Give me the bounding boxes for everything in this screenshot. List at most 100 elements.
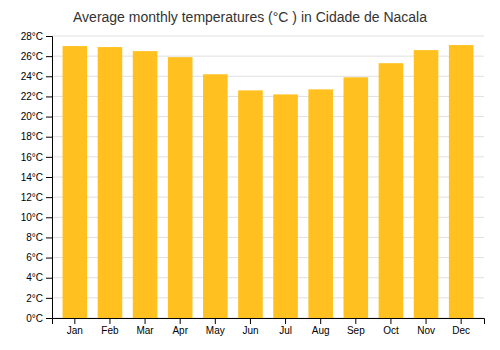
x-axis: Jan Feb Mar Apr May Jun Jul Aug Sep Oct Nov Dec [53,318,485,336]
y-tick: 0°C [26,313,52,324]
y-tick-mark [46,298,52,299]
y-tick-label: 14°C [21,172,43,183]
y-tick-label: 26°C [21,51,43,62]
y-tick: 22°C [21,91,52,102]
y-tick-label: 28°C [21,31,43,42]
x-tick: Apr [172,318,188,336]
y-tick-mark [46,36,52,37]
y-tick-mark [46,177,52,178]
y-tick: 24°C [21,71,52,82]
x-tick: Jun [242,318,258,336]
x-tick: Sep [347,318,365,336]
y-tick: 14°C [21,172,52,183]
x-tick-mark [320,318,321,324]
y-tick-label: 12°C [21,192,43,203]
y-tick: 4°C [26,272,52,283]
y-tick-mark [46,237,52,238]
y-tick-mark [46,137,52,138]
x-tick-label: Jun [242,325,258,336]
x-axis-line [53,319,485,325]
x-tick-mark [355,318,356,324]
x-tick-label: Aug [312,325,330,336]
x-tick-mark [390,318,391,324]
x-tick-mark [180,318,181,324]
x-tick-label: Dec [452,325,470,336]
bar [344,77,369,318]
x-tick: Nov [417,318,435,336]
bar [133,51,158,318]
bar [203,74,228,318]
y-tick-label: 0°C [26,313,43,324]
y-axis: 0°C 2°C 4°C 6°C 8°C 10°C 12°C 14°C 16°C 18°C 20°C 2… [21,31,53,324]
y-tick-label: 22°C [21,91,43,102]
bar [63,46,88,318]
y-tick: 20°C [21,111,52,122]
x-tick-label: Mar [136,325,154,336]
y-tick-label: 4°C [26,272,43,283]
bar [308,89,333,318]
y-tick: 8°C [26,232,52,243]
y-tick-mark [46,278,52,279]
y-tick: 10°C [21,212,52,223]
x-tick: Feb [101,318,119,336]
y-tick: 16°C [21,152,52,163]
x-tick: Dec [452,318,470,336]
x-tick-mark [145,318,146,324]
bar [273,94,298,318]
x-tick-label: Jan [67,325,83,336]
x-tick-mark [109,318,110,324]
y-tick: 6°C [26,252,52,263]
x-tick-mark [461,318,462,324]
y-tick: 18°C [21,131,52,142]
x-tick-label: Sep [347,325,365,336]
y-axis-line [46,37,53,319]
y-tick: 28°C [21,31,52,42]
y-tick-mark [46,56,52,57]
y-tick-label: 2°C [26,293,43,304]
y-tick-mark [46,96,52,97]
x-tick-mark [285,318,286,324]
y-tick-mark [46,197,52,198]
y-tick-mark [46,217,52,218]
x-tick-label: Jul [279,325,292,336]
y-tick: 12°C [21,192,52,203]
y-tick-mark [46,318,52,319]
x-tick-label: Feb [101,325,119,336]
y-tick: 26°C [21,51,52,62]
grid [52,36,484,318]
y-tick-label: 6°C [26,252,43,263]
x-tick: Jul [279,318,292,336]
y-tick-label: 10°C [21,212,43,223]
y-tick-mark [46,157,52,158]
page: Average monthly temperatures (°C ) in Ci… [0,0,500,350]
x-tick: Aug [312,318,330,336]
x-tick: Jan [67,318,83,336]
x-tick-label: Nov [417,325,435,336]
y-tick: 2°C [26,293,52,304]
bars [63,45,474,318]
y-tick-mark [46,258,52,259]
y-tick-label: 8°C [26,232,43,243]
y-tick-mark [46,117,52,118]
chart-svg: Average monthly temperatures (°C ) in Ci… [0,0,500,350]
x-tick: Oct [383,318,399,336]
x-tick: May [206,318,225,336]
y-tick-label: 24°C [21,71,43,82]
bar [238,90,263,318]
y-tick-label: 20°C [21,111,43,122]
y-tick-mark [46,76,52,77]
bar [379,63,404,318]
x-tick-mark [74,318,75,324]
x-tick-label: Oct [383,325,399,336]
grid-line [52,36,484,37]
bar [449,45,474,318]
y-tick-label: 16°C [21,152,43,163]
bar [168,57,193,318]
x-tick: Mar [136,318,154,336]
x-tick-mark [250,318,251,324]
x-tick-label: Apr [172,325,188,336]
chart-container: Average monthly temperatures (°C ) in Ci… [0,0,500,350]
x-tick-mark [215,318,216,324]
y-tick-label: 18°C [21,131,43,142]
x-tick-mark [426,318,427,324]
